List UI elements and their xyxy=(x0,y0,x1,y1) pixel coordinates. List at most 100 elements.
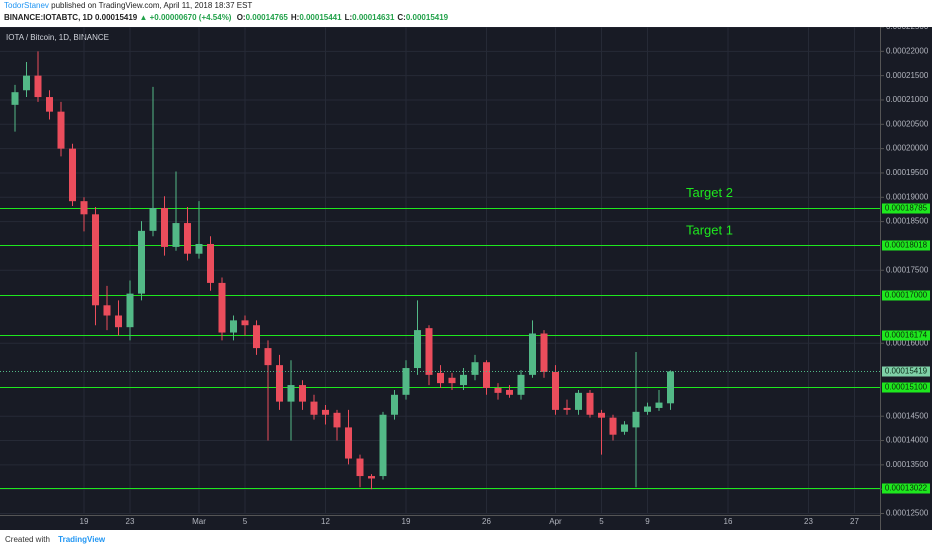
symbol: BINANCE:IOTABTC, 1D xyxy=(4,13,93,22)
candle-body xyxy=(264,348,272,366)
annotation: Target 2 xyxy=(686,185,733,200)
level-label-box xyxy=(882,203,930,214)
candle-body xyxy=(184,223,191,254)
candle-body xyxy=(57,111,65,149)
candle-body xyxy=(207,243,214,283)
level-label-box xyxy=(882,483,930,494)
candle-body xyxy=(655,402,663,408)
candle-body xyxy=(333,412,341,428)
x-tick-label: 23 xyxy=(126,517,135,526)
candle-body xyxy=(621,424,628,432)
candle-body xyxy=(299,385,306,402)
y-tick-label: 0.00012500 xyxy=(886,509,929,518)
header: TodorStanev published on TradingView.com… xyxy=(0,0,932,27)
candle-body xyxy=(402,368,410,395)
candle-body xyxy=(149,207,157,231)
candle-body xyxy=(92,214,99,306)
candle-body xyxy=(506,389,513,395)
ohlc: O:0.00014765 H:0.00015441 L:0.00014631 C:0.… xyxy=(234,13,448,22)
y-tick-label: 0.00019500 xyxy=(886,168,929,177)
candle-body xyxy=(34,75,42,98)
candle-body xyxy=(172,223,180,247)
brand[interactable]: TradingView xyxy=(58,535,106,544)
candle-body xyxy=(425,328,433,375)
y-tick-label: 0.00016000 xyxy=(886,338,929,347)
ohlc-value: 0.00015441 xyxy=(299,13,342,22)
last-price-label: 0.00015419 xyxy=(885,367,928,376)
level-label: 0.00018018 xyxy=(885,241,928,250)
candle-body xyxy=(23,75,30,91)
x-tick-label: 9 xyxy=(645,517,650,526)
y-tick-label: 0.00019000 xyxy=(886,192,929,201)
candle-body xyxy=(586,392,594,415)
change: ▲ +0.00000670 (+4.54%) xyxy=(139,13,232,22)
candle-body xyxy=(230,320,237,333)
background xyxy=(0,27,932,530)
ohlc-value: 0.00014765 xyxy=(245,13,288,22)
candle-body xyxy=(103,305,111,316)
chart: IOTA / Bitcoin, 1D, BINANCE 0.00022500 0.… xyxy=(0,27,932,530)
candle-body xyxy=(437,372,444,384)
candle-body xyxy=(448,377,456,384)
candle-body xyxy=(414,330,421,369)
candle-body xyxy=(368,476,375,479)
level-label-box xyxy=(882,240,930,251)
candle-body xyxy=(494,387,502,393)
level-label: 0.00013022 xyxy=(885,484,928,493)
candle-body xyxy=(391,394,398,415)
candle-body xyxy=(540,333,548,372)
x-tick-label: 19 xyxy=(402,517,411,526)
ohlc-label: L: xyxy=(344,13,353,22)
level-label: 0.00016174 xyxy=(885,331,928,340)
candle-body xyxy=(69,148,76,202)
x-tick-label: 19 xyxy=(80,517,89,526)
y-tick-label: 0.00021000 xyxy=(886,95,929,104)
chart-title: IOTA / Bitcoin, 1D, BINANCE xyxy=(6,33,109,42)
created: Created with xyxy=(5,535,50,544)
level-label-box xyxy=(882,382,930,393)
x-tick-label: 5 xyxy=(599,517,604,526)
candle-body xyxy=(253,325,260,349)
candle-body xyxy=(80,201,88,215)
level-label: 0.00018785 xyxy=(885,204,928,213)
header-line: TodorStanev published on TradingView.com… xyxy=(4,0,932,12)
author[interactable]: TodorStanev xyxy=(4,1,49,10)
candle-body xyxy=(529,333,536,375)
y-tick-label: 0.00021500 xyxy=(886,71,929,80)
candle-body xyxy=(609,417,617,435)
candle-body xyxy=(276,365,283,402)
x-tick-label: 27 xyxy=(850,517,859,526)
candle-body xyxy=(310,401,318,415)
candle-body xyxy=(644,406,651,412)
level-label-box xyxy=(882,290,930,301)
candle-body xyxy=(563,407,571,410)
y-tick-label: 0.00014000 xyxy=(886,436,929,445)
candle-body xyxy=(517,374,525,395)
x-tick-label: 16 xyxy=(724,517,733,526)
y-tick-label: 0.00018500 xyxy=(886,217,929,226)
candle-body xyxy=(287,385,295,402)
last-price-box xyxy=(882,366,930,377)
candle-body xyxy=(471,362,479,375)
x-tick-label: Mar xyxy=(192,517,206,526)
candle-body xyxy=(356,458,364,477)
ohlc-value: 0.00014631 xyxy=(352,13,395,22)
candle-body xyxy=(345,427,352,459)
candle-body xyxy=(460,374,467,386)
candle-body xyxy=(241,320,249,326)
candle-body xyxy=(195,243,203,254)
y-tick-label: 0.00013500 xyxy=(886,460,929,469)
price: 0.00015419 xyxy=(94,13,138,22)
candle-body xyxy=(218,282,226,333)
candle-body xyxy=(46,97,53,112)
x-tick-label: 12 xyxy=(321,517,330,526)
ohlc-label: C: xyxy=(397,13,406,22)
ohlc-label: H: xyxy=(290,13,300,22)
candle-body xyxy=(598,412,605,418)
candle-body xyxy=(552,371,559,410)
y-tick-label: 0.00014500 xyxy=(886,411,929,420)
candle-body xyxy=(161,207,168,247)
x-tick-label: 5 xyxy=(243,517,248,526)
y-tick-label: 0.00022000 xyxy=(886,46,929,55)
